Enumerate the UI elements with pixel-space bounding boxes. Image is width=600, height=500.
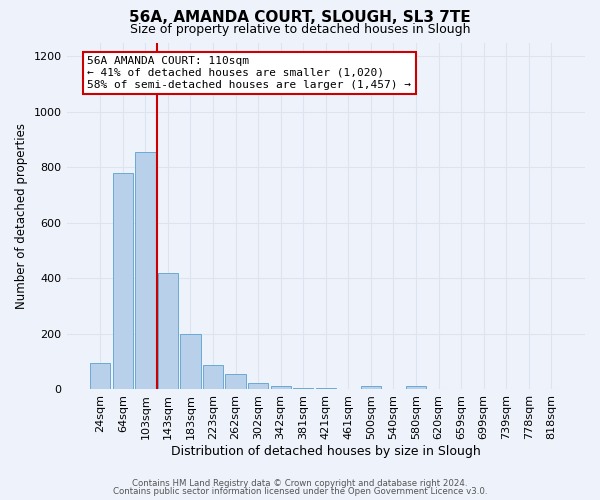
X-axis label: Distribution of detached houses by size in Slough: Distribution of detached houses by size … [171, 444, 481, 458]
Y-axis label: Number of detached properties: Number of detached properties [15, 122, 28, 308]
Text: Contains public sector information licensed under the Open Government Licence v3: Contains public sector information licen… [113, 487, 487, 496]
Text: Contains HM Land Registry data © Crown copyright and database right 2024.: Contains HM Land Registry data © Crown c… [132, 478, 468, 488]
Bar [406, 386, 426, 389]
Bar [271, 386, 291, 389]
Text: 56A, AMANDA COURT, SLOUGH, SL3 7TE: 56A, AMANDA COURT, SLOUGH, SL3 7TE [129, 10, 471, 25]
Bar [248, 383, 268, 389]
Bar [316, 388, 336, 389]
Text: 56A AMANDA COURT: 110sqm
← 41% of detached houses are smaller (1,020)
58% of sem: 56A AMANDA COURT: 110sqm ← 41% of detach… [87, 56, 411, 90]
Bar [203, 366, 223, 389]
Bar [135, 152, 155, 389]
Bar [158, 272, 178, 389]
Bar [361, 386, 381, 389]
Bar [113, 173, 133, 389]
Bar [293, 388, 313, 389]
Text: Size of property relative to detached houses in Slough: Size of property relative to detached ho… [130, 22, 470, 36]
Bar [90, 362, 110, 389]
Bar [181, 334, 200, 389]
Bar [226, 374, 246, 389]
